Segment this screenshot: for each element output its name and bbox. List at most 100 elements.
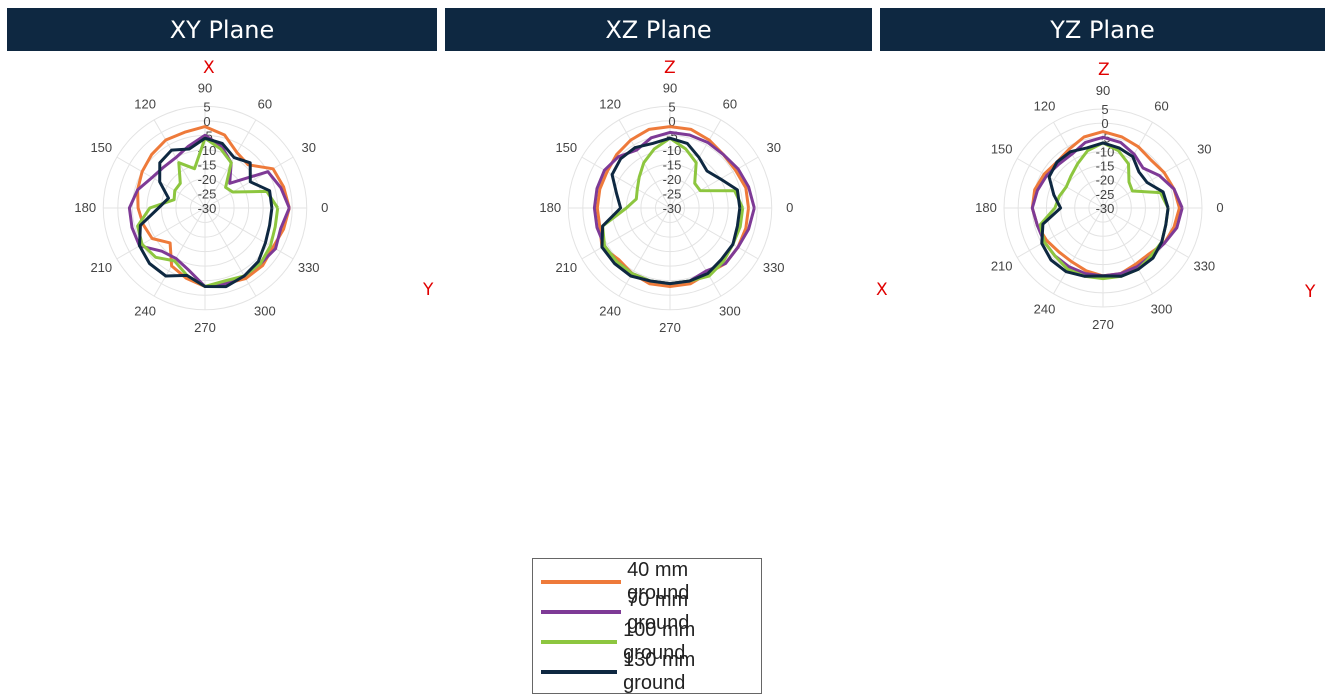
angle-tick-label: 90 bbox=[198, 80, 212, 95]
xy-right-axis-label: Y bbox=[423, 280, 434, 300]
grid-spoke bbox=[581, 156, 671, 209]
banner-xy-title: XY Plane bbox=[169, 15, 275, 44]
radial-tick-label: 0 bbox=[203, 114, 210, 129]
series-line-1 bbox=[1030, 135, 1184, 278]
radial-tick-label: -25 bbox=[198, 186, 217, 201]
radial-tick-label: -25 bbox=[663, 186, 682, 201]
angle-tick-label: 60 bbox=[1154, 99, 1168, 114]
angle-tick-label: 0 bbox=[321, 200, 328, 215]
angle-tick-label: 30 bbox=[766, 140, 780, 155]
grid-spoke bbox=[1017, 207, 1104, 258]
radial-tick-label: -5 bbox=[666, 128, 678, 143]
radial-tick-label: 0 bbox=[1101, 116, 1108, 131]
angle-tick-label: 210 bbox=[555, 260, 577, 275]
angle-tick-label: 60 bbox=[723, 96, 737, 111]
angle-tick-label: 240 bbox=[134, 304, 156, 319]
angle-tick-label: 300 bbox=[1151, 301, 1173, 316]
angle-tick-label: 300 bbox=[254, 304, 276, 319]
banner-yz-title: YZ Plane bbox=[1050, 15, 1155, 44]
grid-spoke bbox=[669, 156, 759, 209]
grid-spoke bbox=[1017, 158, 1104, 209]
angle-tick-label: 180 bbox=[74, 200, 96, 215]
legend-swatch bbox=[541, 610, 622, 614]
radial-tick-label: -20 bbox=[1096, 173, 1115, 188]
radial-tick-label: -20 bbox=[198, 172, 217, 187]
legend-entry-40mm: 40 mm ground bbox=[541, 559, 753, 604]
angle-tick-label: 0 bbox=[786, 200, 793, 215]
angle-tick-label: 270 bbox=[194, 320, 216, 335]
grid-spoke bbox=[1102, 207, 1153, 294]
legend-entry-130mm: 130 mm ground bbox=[541, 649, 753, 694]
angle-tick-label: 180 bbox=[539, 200, 561, 215]
series-line-2 bbox=[601, 136, 745, 286]
radial-tick-label: -10 bbox=[1096, 144, 1115, 159]
yz-plane-polar-chart: 030609012015018021024027030033050-5-10-1… bbox=[975, 83, 1223, 332]
xz-plane-polar-chart: 030609012015018021024027030033050-5-10-1… bbox=[539, 80, 793, 335]
grid-spoke bbox=[669, 207, 759, 260]
angle-tick-label: 120 bbox=[1034, 99, 1056, 114]
angle-tick-label: 120 bbox=[134, 96, 156, 111]
banner-yz-plane: YZ Plane bbox=[880, 8, 1325, 51]
xz-right-axis-label: X bbox=[876, 280, 888, 300]
xy-top-axis-label: X bbox=[203, 58, 215, 78]
grid-spoke bbox=[204, 207, 294, 260]
radial-tick-label: -20 bbox=[663, 172, 682, 187]
angle-tick-label: 330 bbox=[298, 260, 320, 275]
radial-tick-label: -25 bbox=[1096, 187, 1115, 202]
radial-tick-label: -30 bbox=[198, 201, 217, 216]
grid-spoke bbox=[1102, 207, 1189, 258]
angle-tick-label: 30 bbox=[301, 140, 315, 155]
banner-xy-plane: XY Plane bbox=[7, 8, 437, 51]
angle-tick-label: 60 bbox=[258, 96, 272, 111]
series-line-3 bbox=[1040, 141, 1170, 278]
grid-spoke bbox=[669, 207, 722, 297]
angle-tick-label: 330 bbox=[1193, 259, 1215, 274]
legend-swatch bbox=[541, 640, 618, 644]
angle-tick-label: 150 bbox=[90, 140, 112, 155]
legend-swatch bbox=[541, 670, 618, 674]
grid-spoke bbox=[153, 207, 206, 297]
xz-top-axis-label: Z bbox=[664, 58, 676, 78]
radial-tick-label: 5 bbox=[203, 99, 210, 114]
legend-label: 100 mm ground bbox=[623, 619, 696, 664]
angle-tick-label: 210 bbox=[991, 259, 1013, 274]
radial-tick-label: -30 bbox=[663, 201, 682, 216]
grid-spoke bbox=[581, 207, 671, 260]
angle-tick-label: 300 bbox=[719, 304, 741, 319]
radial-tick-label: 0 bbox=[668, 114, 675, 129]
grid-spoke bbox=[204, 207, 257, 297]
yz-top-axis-label: Z bbox=[1098, 60, 1110, 80]
xy-plane-polar-chart: 030609012015018021024027030033050-5-10-1… bbox=[74, 80, 328, 335]
angle-tick-label: 330 bbox=[763, 260, 785, 275]
radial-tick-label: -10 bbox=[663, 143, 682, 158]
angle-tick-label: 240 bbox=[599, 304, 621, 319]
legend-swatch bbox=[541, 580, 622, 584]
radial-tick-label: -15 bbox=[663, 157, 682, 172]
radial-tick-label: -15 bbox=[1096, 159, 1115, 174]
radial-tick-label: -30 bbox=[1096, 201, 1115, 216]
angle-tick-label: 90 bbox=[663, 80, 677, 95]
legend-label: 40 mm ground bbox=[627, 559, 690, 604]
angle-tick-label: 30 bbox=[1197, 142, 1211, 157]
radial-tick-label: 5 bbox=[1101, 102, 1108, 117]
series-line-3 bbox=[600, 136, 742, 286]
angle-tick-label: 210 bbox=[90, 260, 112, 275]
legend-label: 130 mm ground bbox=[623, 649, 696, 694]
legend-entry-70mm: 70 mm ground bbox=[541, 589, 753, 634]
radial-tick-label: 5 bbox=[668, 99, 675, 114]
angle-tick-label: 240 bbox=[1034, 301, 1056, 316]
banner-xz-title: XZ Plane bbox=[605, 15, 712, 44]
series-line-1 bbox=[592, 130, 756, 286]
angle-tick-label: 270 bbox=[1092, 317, 1114, 332]
angle-tick-label: 150 bbox=[991, 142, 1013, 157]
legend-entry-100mm: 100 mm ground bbox=[541, 619, 753, 664]
radial-tick-label: -15 bbox=[198, 157, 217, 172]
banner-xz-plane: XZ Plane bbox=[445, 8, 872, 51]
grid-spoke bbox=[1053, 207, 1104, 294]
yz-right-axis-label: Y bbox=[1305, 282, 1316, 302]
angle-tick-label: 0 bbox=[1216, 200, 1223, 215]
angle-tick-label: 180 bbox=[975, 200, 997, 215]
legend-label: 70 mm ground bbox=[627, 589, 690, 634]
grid-spoke bbox=[116, 207, 206, 260]
series-line-3 bbox=[138, 136, 274, 289]
